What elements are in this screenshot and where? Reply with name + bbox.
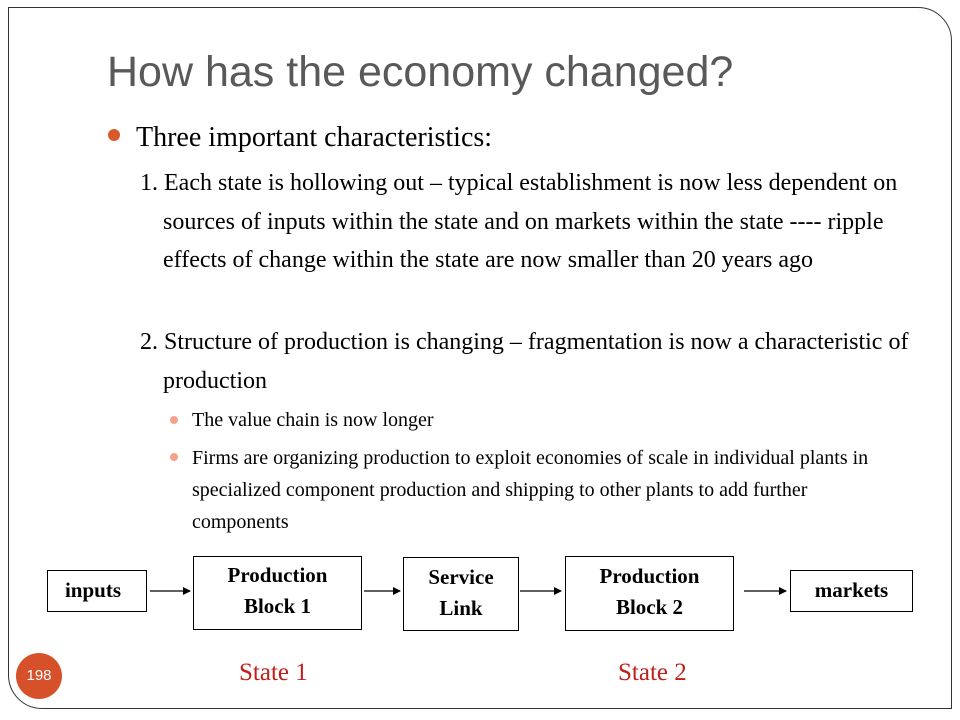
production-block-1-label-line1: Production — [227, 563, 328, 587]
state-1-label: State 1 — [239, 659, 308, 686]
production-block-2-label-line2: Block 2 — [615, 595, 684, 619]
production-block-2-label-line1: Production — [599, 564, 700, 588]
service-link-box: Service Link — [403, 557, 519, 631]
service-link-label-line2: Link — [439, 596, 483, 620]
service-link-label-line1: Service — [428, 565, 494, 589]
bullet-dot — [108, 129, 120, 141]
main-bullet: Three important characteristics: — [136, 122, 493, 153]
inputs-box: inputs — [47, 570, 147, 612]
numbered-item-1: 1. Each state is hollowing out – typical… — [140, 170, 898, 273]
state-2-label: State 2 — [618, 659, 687, 686]
markets-box: markets — [790, 570, 913, 612]
slide-title: How has the economy changed? — [107, 48, 734, 96]
numbered-item-2: 2. Structure of production is changing –… — [140, 329, 909, 394]
slide-number-badge: 198 — [16, 653, 62, 699]
production-block-1-label-line2: Block 1 — [243, 594, 312, 618]
production-block-1-box: Production Block 1 — [193, 556, 362, 630]
sub-item-1: The value chain is now longer — [192, 409, 434, 431]
production-block-2-box: Production Block 2 — [565, 556, 734, 631]
sub-bullet-dot — [170, 453, 178, 461]
sub-item-2: Firms are organizing production to explo… — [192, 447, 869, 533]
sub-bullet-dot — [170, 416, 178, 424]
